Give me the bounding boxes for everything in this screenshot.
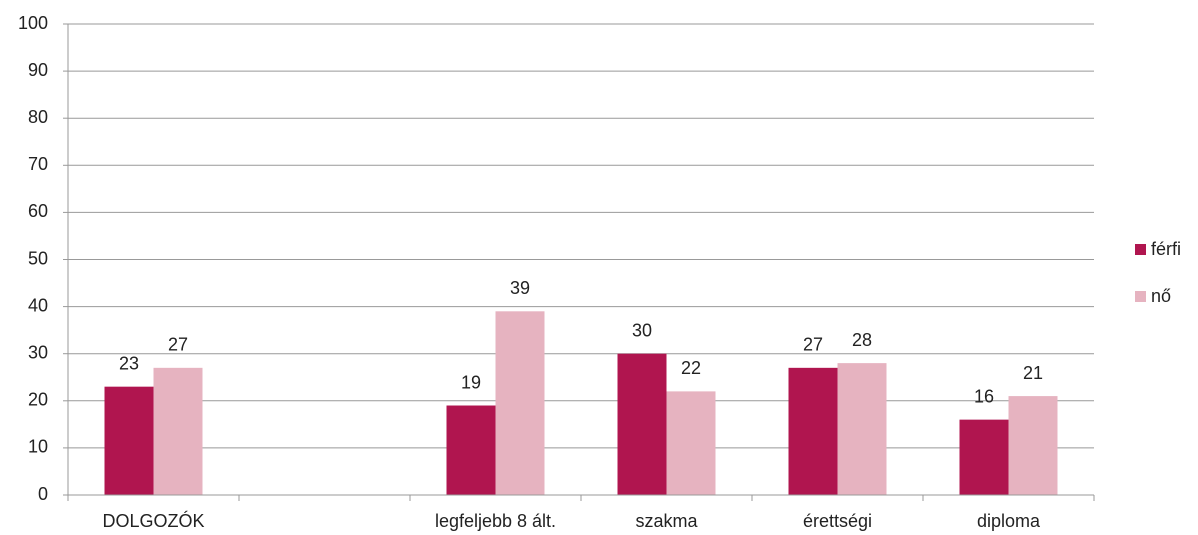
x-tick-label: DOLGOZÓK (102, 510, 204, 531)
data-label: 39 (510, 278, 530, 298)
bar (617, 353, 667, 495)
x-tick-label: szakma (635, 511, 698, 531)
data-label: 22 (681, 358, 701, 378)
legend-swatch (1135, 244, 1146, 255)
bar (837, 363, 887, 495)
bar (153, 367, 203, 495)
bar (104, 386, 154, 495)
bar (1008, 396, 1058, 495)
y-tick-label: 50 (28, 248, 48, 268)
y-tick-label: 40 (28, 295, 48, 315)
y-tick-label: 60 (28, 201, 48, 221)
y-tick-label: 100 (18, 13, 48, 33)
legend-label: nő (1151, 286, 1171, 306)
y-tick-label: 80 (28, 107, 48, 127)
data-label: 28 (852, 330, 872, 350)
y-tick-label: 30 (28, 342, 48, 362)
legend-swatch (1135, 291, 1146, 302)
bar (959, 419, 1009, 495)
data-label: 23 (119, 353, 139, 373)
data-label: 21 (1023, 363, 1043, 383)
y-tick-label: 90 (28, 60, 48, 80)
x-tick-label: legfeljebb 8 ált. (435, 511, 556, 531)
bar (788, 367, 838, 495)
data-label: 16 (974, 386, 994, 406)
data-label: 30 (632, 320, 652, 340)
legend-label: férfi (1151, 239, 1181, 259)
bar (495, 311, 545, 495)
y-tick-label: 70 (28, 154, 48, 174)
bar (666, 391, 716, 495)
y-tick-label: 0 (38, 484, 48, 504)
data-label: 27 (803, 335, 823, 355)
bar (446, 405, 496, 495)
y-tick-label: 10 (28, 437, 48, 457)
data-label: 19 (461, 372, 481, 392)
x-tick-label: érettségi (803, 511, 872, 531)
x-tick-label: diploma (977, 511, 1041, 531)
data-label: 27 (168, 335, 188, 355)
y-tick-label: 20 (28, 390, 48, 410)
